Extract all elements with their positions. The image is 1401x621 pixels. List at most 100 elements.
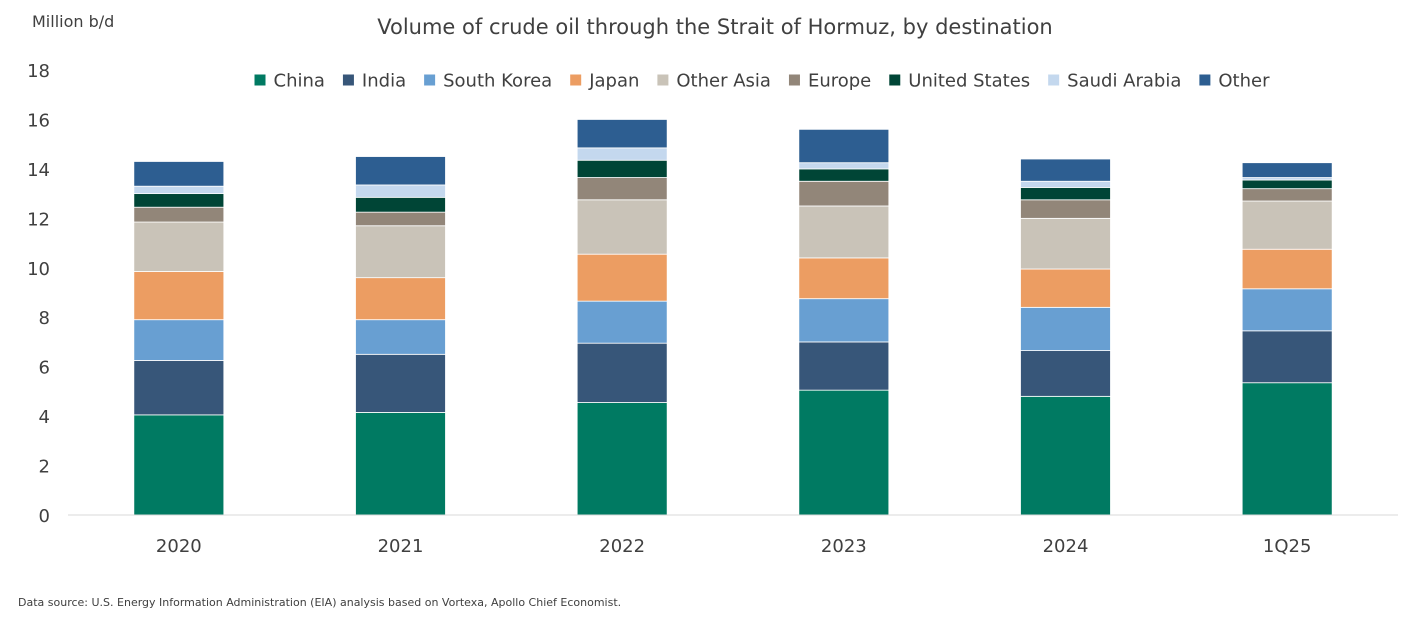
legend-swatch <box>889 74 901 86</box>
legend-label: Other <box>1218 71 1270 92</box>
bar-stack-2022 <box>576 119 668 516</box>
bar-segment <box>1020 158 1111 182</box>
legend-swatch <box>254 74 266 86</box>
bar-segment <box>133 414 225 516</box>
legend-item: India <box>342 71 406 92</box>
bar-segment <box>576 119 668 149</box>
y-tick-label: 12 <box>27 209 50 230</box>
bar-segment <box>798 298 890 343</box>
bar-stack-1Q25 <box>1241 162 1333 516</box>
bar-segment <box>1020 268 1111 308</box>
bar-segment <box>133 319 225 361</box>
legend-item: South Korea <box>424 71 552 92</box>
y-tick-label: 6 <box>39 358 50 379</box>
x-tick-label: 2024 <box>1043 536 1089 557</box>
bar-segment <box>798 162 890 170</box>
legend-label: South Korea <box>443 71 552 92</box>
bar-segment <box>1020 187 1111 201</box>
y-tick-label: 2 <box>39 457 50 478</box>
legend-item: Japan <box>570 71 639 92</box>
legend-item: Europe <box>788 71 871 92</box>
legend-item: United States <box>889 71 1030 92</box>
legend-swatch <box>657 74 669 86</box>
bar-segment <box>798 180 890 207</box>
data-source-note: Data source: U.S. Energy Information Adm… <box>18 596 622 609</box>
bar-segment <box>355 225 446 279</box>
bar-segment <box>355 196 446 213</box>
legend-swatch <box>788 74 800 86</box>
bar-stack-2023 <box>798 128 890 516</box>
legend-label: Saudi Arabia <box>1067 71 1181 92</box>
bar-segment <box>576 342 668 403</box>
bar-segment <box>576 402 668 516</box>
bar-segment <box>1020 350 1111 397</box>
x-tick-label: 2022 <box>599 536 645 557</box>
bar-segment <box>576 147 668 161</box>
bar-segment <box>355 156 446 186</box>
bar-segment <box>1020 180 1111 188</box>
bar-segment <box>355 412 446 516</box>
bar-segment <box>1020 395 1111 516</box>
x-tick-label: 2021 <box>378 536 424 557</box>
bar-segment <box>355 211 446 227</box>
y-tick-label: 14 <box>27 160 50 181</box>
bar-segment <box>798 389 890 516</box>
bar-segment <box>355 353 446 413</box>
bar-segment <box>1241 162 1333 178</box>
bar-segment <box>1241 248 1333 290</box>
legend-label: United States <box>908 71 1030 92</box>
y-tick-label: 18 <box>27 61 50 82</box>
legend-item: Other <box>1199 71 1270 92</box>
bar-segment <box>576 199 668 255</box>
legend-item: Saudi Arabia <box>1048 71 1181 92</box>
x-tick-label: 2020 <box>156 536 202 557</box>
legend-swatch <box>1199 74 1211 86</box>
bar-segment <box>1020 199 1111 219</box>
bar-segment <box>133 193 225 208</box>
bar-segment <box>576 253 668 302</box>
y-tick-label: 4 <box>39 407 50 428</box>
legend-label: India <box>362 71 406 92</box>
legend: China India South Korea Japan Other Asia Euro… <box>254 71 1270 92</box>
legend-item: China <box>254 71 325 92</box>
bar-segment <box>355 184 446 198</box>
bar-segment <box>133 360 225 416</box>
x-tick-label: 2023 <box>821 536 867 557</box>
legend-swatch <box>424 74 436 86</box>
bar-segment <box>798 341 890 391</box>
x-axis-ticks: 2020 2021 2022 2023 2024 1Q25 <box>156 536 1312 557</box>
y-axis-unit-label: Million b/d <box>32 12 114 31</box>
bar-segment <box>1241 288 1333 332</box>
chart-title: Volume of crude oil through the Strait o… <box>377 15 1053 39</box>
bar-segment <box>355 277 446 321</box>
bar-stack-2020 <box>133 161 225 516</box>
bar-segment <box>1020 306 1111 351</box>
bars <box>133 119 1333 516</box>
y-tick-label: 16 <box>27 110 50 131</box>
legend-label: China <box>274 71 325 92</box>
bar-segment <box>798 257 890 300</box>
bar-segment <box>1020 217 1111 270</box>
bar-segment <box>133 221 225 272</box>
bar-segment <box>576 177 668 201</box>
bar-segment <box>1241 382 1333 516</box>
y-tick-label: 0 <box>39 506 50 527</box>
legend-label: Europe <box>808 71 871 92</box>
legend-swatch <box>570 74 582 86</box>
bar-segment <box>1241 179 1333 190</box>
bar-segment <box>576 159 668 178</box>
bar-segment <box>798 128 890 164</box>
legend-label: Japan <box>588 71 639 92</box>
bar-segment <box>133 161 225 187</box>
bar-segment <box>576 300 668 344</box>
bar-segment <box>133 271 225 321</box>
bar-stack-2024 <box>1020 158 1111 516</box>
bar-segment <box>355 319 446 355</box>
x-tick-label: 1Q25 <box>1263 536 1312 557</box>
bar-segment <box>1241 200 1333 250</box>
y-tick-label: 10 <box>27 259 50 280</box>
bar-segment <box>798 168 890 182</box>
legend-label: Other Asia <box>676 71 771 92</box>
